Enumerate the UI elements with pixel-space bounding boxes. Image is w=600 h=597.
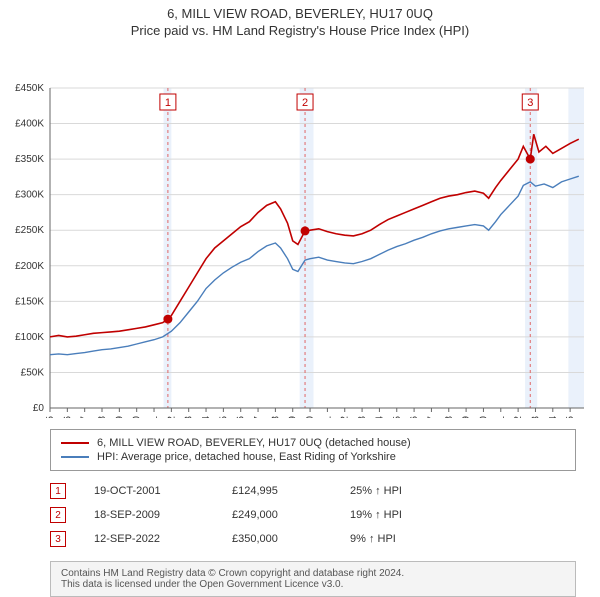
legend: 6, MILL VIEW ROAD, BEVERLEY, HU17 0UQ (d… [50, 429, 576, 471]
svg-text:2002: 2002 [166, 416, 177, 418]
svg-text:2005: 2005 [218, 416, 229, 418]
svg-text:£100K: £100K [15, 332, 44, 343]
transaction-row: 1 19-OCT-2001 £124,995 25% ↑ HPI [50, 479, 576, 503]
svg-text:£300K: £300K [15, 190, 44, 201]
transaction-date: 19-OCT-2001 [94, 485, 204, 497]
svg-text:1998: 1998 [97, 416, 108, 418]
svg-text:£350K: £350K [15, 154, 44, 165]
legend-label: HPI: Average price, detached house, East… [97, 451, 396, 463]
transaction-price: £124,995 [232, 485, 322, 497]
svg-text:2000: 2000 [132, 416, 143, 418]
transaction-delta: 25% ↑ HPI [350, 485, 402, 497]
svg-text:2015: 2015 [392, 416, 403, 418]
svg-text:2022: 2022 [513, 416, 524, 418]
line-chart: £0 £50K £100K £150K £200K £250K £300K £350K £400… [0, 38, 600, 418]
svg-text:2016: 2016 [409, 416, 420, 418]
legend-item: HPI: Average price, detached house, East… [61, 450, 565, 464]
svg-text:£150K: £150K [15, 296, 44, 307]
svg-text:1997: 1997 [80, 416, 91, 418]
svg-text:£450K: £450K [15, 83, 44, 94]
transaction-badge: 2 [50, 507, 66, 523]
footer-attribution: Contains HM Land Registry data © Crown c… [50, 561, 576, 597]
legend-label: 6, MILL VIEW ROAD, BEVERLEY, HU17 0UQ (d… [97, 437, 411, 449]
transaction-delta: 9% ↑ HPI [350, 533, 396, 545]
chart-titles: 6, MILL VIEW ROAD, BEVERLEY, HU17 0UQ Pr… [0, 0, 600, 38]
svg-text:2010: 2010 [305, 416, 316, 418]
transaction-price: £249,000 [232, 509, 322, 521]
legend-swatch [61, 442, 89, 444]
legend-item: 6, MILL VIEW ROAD, BEVERLEY, HU17 0UQ (d… [61, 436, 565, 450]
svg-text:£50K: £50K [21, 367, 45, 378]
svg-text:£0: £0 [33, 403, 45, 414]
svg-text:1995: 1995 [45, 416, 56, 418]
svg-text:2020: 2020 [478, 416, 489, 418]
svg-text:2006: 2006 [236, 416, 247, 418]
svg-text:2023: 2023 [530, 416, 541, 418]
svg-text:2: 2 [302, 97, 308, 109]
svg-text:2013: 2013 [357, 416, 368, 418]
transaction-badge: 3 [50, 531, 66, 547]
svg-text:2011: 2011 [322, 416, 333, 418]
svg-text:2014: 2014 [374, 416, 385, 418]
svg-text:£250K: £250K [15, 225, 44, 236]
footer-line-1: Contains HM Land Registry data © Crown c… [61, 568, 565, 579]
svg-text:3: 3 [527, 97, 533, 109]
svg-text:2003: 2003 [184, 416, 195, 418]
transaction-row: 2 18-SEP-2009 £249,000 19% ↑ HPI [50, 503, 576, 527]
transaction-table: 1 19-OCT-2001 £124,995 25% ↑ HPI 2 18-SEP-200… [50, 479, 576, 551]
svg-text:2004: 2004 [201, 416, 212, 418]
svg-text:2025: 2025 [565, 416, 576, 418]
transaction-date: 12-SEP-2022 [94, 533, 204, 545]
chart-area: £0 £50K £100K £150K £200K £250K £300K £350K £400… [0, 38, 600, 423]
svg-text:2001: 2001 [149, 416, 160, 418]
transaction-price: £350,000 [232, 533, 322, 545]
svg-text:2019: 2019 [461, 416, 472, 418]
transaction-row: 3 12-SEP-2022 £350,000 9% ↑ HPI [50, 527, 576, 551]
svg-text:2012: 2012 [340, 416, 351, 418]
svg-text:2017: 2017 [426, 416, 437, 418]
svg-text:1999: 1999 [114, 416, 125, 418]
title-line-2: Price paid vs. HM Land Registry's House … [0, 23, 600, 38]
svg-text:£200K: £200K [15, 261, 44, 272]
svg-text:2021: 2021 [496, 416, 507, 418]
title-line-1: 6, MILL VIEW ROAD, BEVERLEY, HU17 0UQ [0, 6, 600, 21]
svg-text:2007: 2007 [253, 416, 264, 418]
svg-text:1996: 1996 [62, 416, 73, 418]
legend-swatch [61, 456, 89, 458]
svg-text:1: 1 [165, 97, 171, 109]
svg-text:2009: 2009 [288, 416, 299, 418]
svg-text:£400K: £400K [15, 119, 44, 130]
svg-text:2024: 2024 [548, 416, 559, 418]
transaction-badge: 1 [50, 483, 66, 499]
transaction-delta: 19% ↑ HPI [350, 509, 402, 521]
svg-text:2018: 2018 [444, 416, 455, 418]
transaction-date: 18-SEP-2009 [94, 509, 204, 521]
footer-line-2: This data is licensed under the Open Gov… [61, 579, 565, 590]
svg-text:2008: 2008 [270, 416, 281, 418]
